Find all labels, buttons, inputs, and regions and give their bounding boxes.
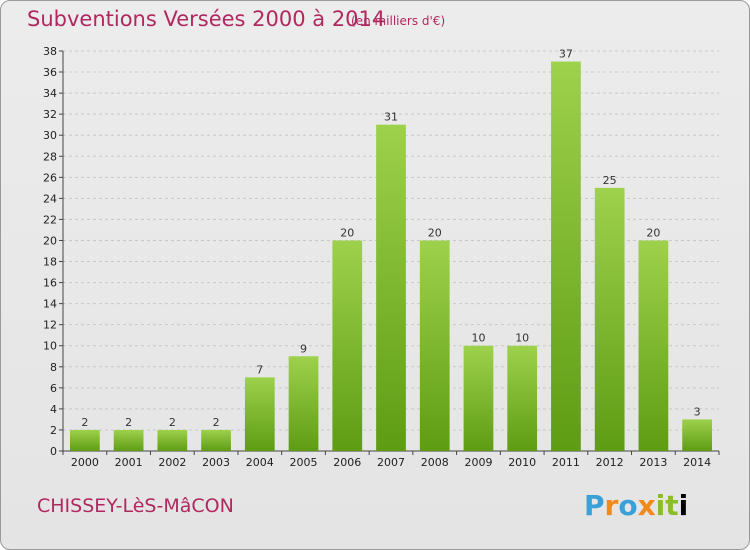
x-tick-label: 2000	[71, 456, 99, 469]
bar-value-label: 2	[81, 416, 88, 429]
logo-letter: o	[618, 489, 638, 522]
bar-value-label: 2	[169, 416, 176, 429]
y-tick-label: 30	[43, 129, 57, 142]
y-tick-label: 24	[43, 192, 57, 205]
y-tick-label: 28	[43, 150, 57, 163]
bar-value-label: 25	[603, 174, 617, 187]
y-tick-label: 26	[43, 171, 57, 184]
bar	[594, 187, 625, 451]
bar-value-label: 2	[213, 416, 220, 429]
bar-layer	[69, 61, 713, 452]
logo-letter: t	[665, 489, 679, 522]
x-tick-label: 2014	[683, 456, 711, 469]
bar	[419, 240, 450, 451]
x-tick-label: 2008	[421, 456, 449, 469]
bar	[463, 345, 494, 451]
bar-value-label: 2	[125, 416, 132, 429]
chart-title: Subventions Versées 2000 à 2014	[27, 7, 386, 31]
x-tick-label: 2010	[508, 456, 536, 469]
bar	[244, 377, 275, 451]
y-tick-label: 8	[50, 361, 57, 374]
bar	[551, 61, 581, 452]
logo-letter: r	[604, 489, 619, 522]
bar-value-label: 20	[646, 226, 660, 239]
bar-value-label: 31	[384, 111, 398, 124]
y-tick-label: 20	[43, 234, 57, 247]
y-tick-label: 32	[43, 108, 57, 121]
x-tick-label: 2006	[333, 456, 361, 469]
y-tick-label: 16	[43, 277, 57, 290]
x-tick-label: 2001	[115, 456, 143, 469]
bar-value-label: 20	[428, 226, 442, 239]
bar	[332, 240, 363, 451]
bar	[157, 429, 188, 451]
x-tick-label: 2003	[202, 456, 230, 469]
y-tick-label: 34	[43, 87, 57, 100]
bar-value-label: 10	[515, 332, 529, 345]
bar	[507, 345, 538, 451]
x-tick-label: 2013	[639, 456, 667, 469]
bar-value-label: 37	[559, 48, 573, 61]
logo-letter: i	[655, 489, 666, 522]
y-tick-label: 2	[50, 424, 57, 437]
bar-value-label: 9	[300, 342, 307, 355]
bar	[113, 429, 144, 451]
y-tick-label: 36	[43, 66, 57, 79]
y-tick-label: 4	[50, 403, 57, 416]
chart-unit: (en milliers d'€)	[351, 14, 446, 28]
proxiti-logo: Proxiti	[584, 489, 688, 522]
bar	[376, 124, 406, 452]
y-tick-label: 18	[43, 256, 57, 269]
commune-name: CHISSEY-LèS-MâCON	[37, 495, 234, 517]
bar	[638, 240, 669, 451]
x-tick-label: 2005	[290, 456, 318, 469]
bar-value-label: 20	[340, 226, 354, 239]
y-tick-label: 14	[43, 298, 57, 311]
bar-value-label: 10	[471, 332, 485, 345]
x-tick-label: 2002	[158, 456, 186, 469]
logo-letter: i	[678, 489, 689, 522]
y-tick-label: 0	[50, 445, 57, 458]
y-tick-label: 10	[43, 340, 57, 353]
x-tick-label: 2011	[552, 456, 580, 469]
bar	[288, 356, 319, 451]
bar	[201, 429, 231, 451]
y-tick-label: 22	[43, 213, 57, 226]
logo-letter: P	[584, 489, 605, 522]
x-tick-label: 2009	[464, 456, 492, 469]
bar	[682, 419, 713, 451]
bar-value-label: 7	[256, 363, 263, 376]
logo-letter: x	[637, 489, 656, 522]
x-tick-label: 2007	[377, 456, 405, 469]
label-layer: 2 2000 2 2001 2 2002 2 2003 7 2004 9 2005 20 2006 31 20…	[71, 48, 711, 469]
y-tick-label: 12	[43, 319, 57, 332]
bar	[69, 429, 100, 451]
y-tick-label: 38	[43, 45, 57, 58]
bar-value-label: 3	[694, 405, 701, 418]
y-tick-label: 6	[50, 382, 57, 395]
x-tick-label: 2012	[596, 456, 624, 469]
x-tick-label: 2004	[246, 456, 274, 469]
